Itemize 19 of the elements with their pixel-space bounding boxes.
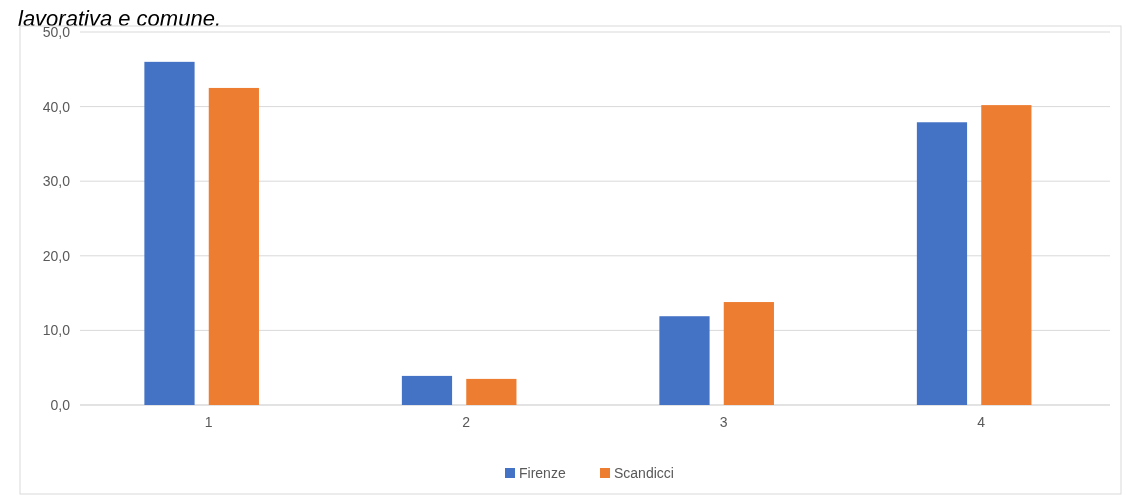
y-tick-label: 0,0	[50, 396, 71, 413]
y-tick-label: 20,0	[42, 247, 71, 264]
bar	[401, 375, 453, 405]
legend-label: Scandicci	[614, 464, 674, 481]
x-tick-label: 2	[462, 414, 471, 430]
bar	[466, 378, 517, 405]
bar	[981, 105, 1032, 405]
x-tick-label: 3	[719, 414, 728, 430]
x-tick-label: 4	[977, 414, 986, 430]
y-tick-label: 40,0	[42, 98, 71, 115]
legend-label: Firenze	[519, 464, 566, 481]
y-tick-label: 10,0	[42, 322, 71, 339]
bar	[659, 316, 710, 405]
bar	[916, 122, 968, 405]
bar	[208, 87, 259, 405]
bar	[723, 302, 774, 405]
y-tick-label: 30,0	[42, 173, 71, 190]
bar	[144, 61, 195, 405]
x-tick-label: 1	[204, 414, 213, 430]
